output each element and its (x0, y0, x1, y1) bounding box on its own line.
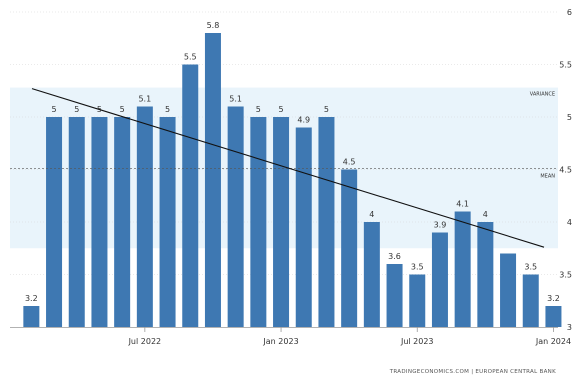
data-label-2023-01: 5 (279, 105, 284, 114)
bar-2022-11 (227, 106, 244, 327)
data-label-2023-07: 3.5 (411, 263, 424, 272)
x-tick-label: Jan 2024 (535, 337, 571, 346)
data-label-2023-06: 3.6 (388, 252, 401, 261)
y-tick-label: 5 (567, 113, 572, 122)
overlays: MEAN (10, 88, 558, 248)
bar-2022-06 (114, 117, 131, 327)
bar-2023-06 (386, 264, 403, 327)
source-text: TRADINGECONOMICS.COM | EUROPEAN CENTRAL … (389, 369, 556, 375)
data-label-2022-02: 3.2 (25, 294, 38, 303)
bar-2023-08 (431, 232, 448, 327)
bar-2022-09 (182, 64, 199, 327)
bar-2023-01 (273, 117, 290, 327)
bar-2022-12 (250, 117, 267, 327)
bar-2022-10 (204, 33, 221, 327)
data-label-2023-10: 4 (483, 210, 488, 219)
x-tick-label: Jul 2023 (400, 337, 434, 346)
bar-2023-09 (454, 211, 471, 327)
data-label-2023-09: 4.1 (456, 200, 469, 209)
data-label-2023-04: 4.5 (343, 158, 356, 167)
x-axis: Jul 2022 Jan 2023 Jul 2023 Jan 2024 (10, 327, 571, 346)
y-tick-label: 4.5 (559, 166, 572, 175)
data-label-2023-03: 5 (324, 105, 329, 114)
mean-label: MEAN (540, 173, 555, 179)
data-label-2022-05: 5 (97, 105, 102, 114)
y-tick-label: 3.5 (559, 271, 572, 280)
data-label-2022-08: 5 (165, 105, 170, 114)
data-label-2023-12: 3.5 (524, 263, 537, 272)
data-labels: 3.2 5 5 5 5 5.1 5 5.5 5.8 5.1 5 5 4.9 5 4.5 4 3.6 3.5 3.9 4… (25, 21, 560, 303)
data-label-2022-07: 5.1 (138, 95, 151, 104)
data-label-2022-12: 5 (256, 105, 261, 114)
trend-line (31, 88, 545, 248)
bar-2023-03 (318, 117, 335, 327)
data-label-2022-06: 5 (120, 105, 125, 114)
data-label-2022-03: 5 (52, 105, 57, 114)
y-tick-label: 3 (567, 323, 572, 332)
bar-2024-01 (545, 306, 562, 327)
bar-2022-04 (68, 117, 85, 327)
y-axis: 3 3.5 4 4.5 5 5.5 6 (559, 8, 572, 332)
data-label-2024-01: 3.2 (547, 294, 560, 303)
bar-2023-05 (363, 222, 380, 327)
bar-2022-07 (136, 106, 153, 327)
y-tick-label: 4 (567, 218, 572, 227)
bar-2022-05 (91, 117, 108, 327)
bar-2023-12 (522, 274, 539, 327)
bars (23, 33, 562, 327)
variance-label: VARIANCE (530, 92, 555, 98)
x-tick-label: Jan 2023 (262, 337, 298, 346)
x-tick-label: Jul 2022 (128, 337, 162, 346)
y-tick-label: 6 (567, 8, 572, 17)
data-label-2022-09: 5.5 (184, 53, 197, 62)
bar-2023-11 (500, 253, 517, 327)
data-label-2022-10: 5.8 (207, 21, 220, 30)
bar-2023-07 (409, 274, 426, 327)
bar-2022-03 (46, 117, 63, 327)
bar-2022-02 (23, 306, 40, 327)
data-label-2022-11: 5.1 (229, 95, 242, 104)
bar-2022-08 (159, 117, 176, 327)
bar-2023-04 (341, 169, 358, 327)
data-label-2023-02: 4.9 (297, 116, 310, 125)
data-label-2023-08: 3.9 (434, 221, 447, 230)
y-tick-label: 5.5 (559, 61, 572, 70)
data-label-2022-04: 5 (74, 105, 79, 114)
data-label-2023-05: 4 (369, 210, 374, 219)
bar-2023-02 (295, 127, 312, 327)
bar-2023-10 (477, 222, 494, 327)
